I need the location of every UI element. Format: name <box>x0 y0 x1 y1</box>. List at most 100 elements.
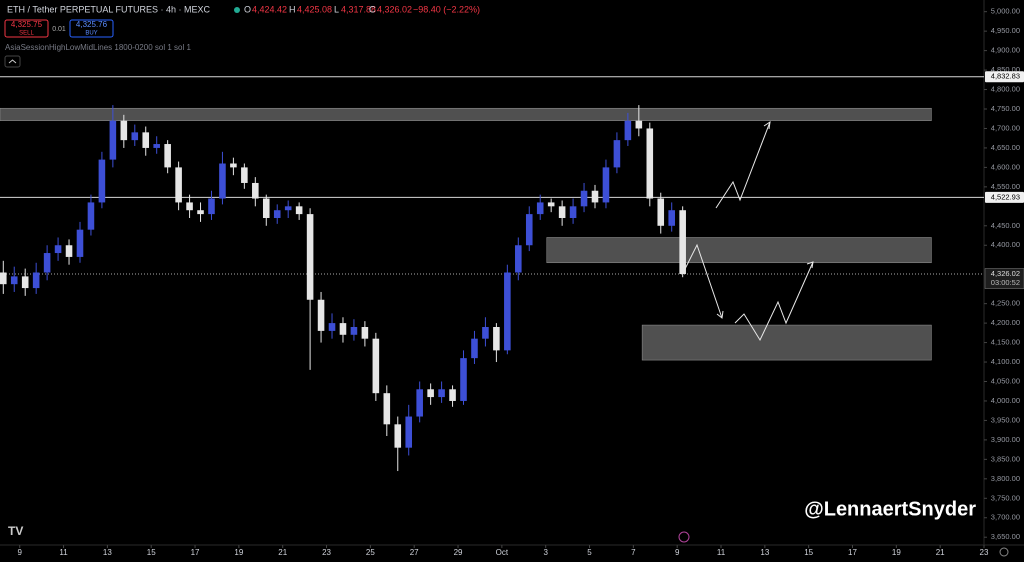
candle-body <box>591 190 599 203</box>
candle-body <box>109 120 117 160</box>
candle-body <box>427 389 434 398</box>
y-tick-label: 4,000.00 <box>991 396 1020 405</box>
candle-body <box>32 272 40 289</box>
zone <box>0 107 932 121</box>
x-tick-label: 17 <box>191 548 200 557</box>
candle-body <box>624 120 632 141</box>
candle-body <box>230 163 237 168</box>
collapse-button[interactable] <box>4 55 21 68</box>
candle-body <box>295 206 303 215</box>
candle-body <box>164 144 171 168</box>
x-tick-label: 5 <box>587 548 592 557</box>
candle-body <box>471 338 478 359</box>
y-tick-label: 3,900.00 <box>991 435 1020 444</box>
drawings <box>683 120 814 342</box>
candle-body <box>460 358 467 401</box>
y-tick-label: 4,250.00 <box>991 299 1020 308</box>
y-tick-label: 3,700.00 <box>991 513 1020 522</box>
candle-body <box>504 272 511 351</box>
candle-body <box>515 245 522 273</box>
candle-body <box>131 132 139 141</box>
candle-body <box>416 389 423 417</box>
y-tick-label: 4,750.00 <box>991 104 1020 113</box>
y-tick-label: 4,200.00 <box>991 318 1020 327</box>
y-tick-label: 4,900.00 <box>991 46 1020 55</box>
x-tick-label: 19 <box>234 548 243 557</box>
sell-button[interactable] <box>4 19 49 38</box>
candle-body <box>569 206 577 218</box>
x-tick-label: 15 <box>147 548 156 557</box>
y-tick-label: 4,550.00 <box>991 182 1020 191</box>
h-value: 4,425.08 <box>297 4 332 14</box>
current-price-label: 4,326.02 <box>991 269 1020 278</box>
arrow-head <box>806 261 814 269</box>
y-tick-label: 3,800.00 <box>991 474 1020 483</box>
indicator-label: AsiaSessionHighLowMidLines 1800-0200 sol… <box>5 43 191 52</box>
candle-body <box>54 245 62 254</box>
status-dot <box>234 7 240 13</box>
candle-body <box>679 210 686 275</box>
y-tick-label: 3,850.00 <box>991 454 1020 463</box>
x-tick-label: 11 <box>717 548 726 557</box>
logo: TV <box>8 524 23 538</box>
plot-area: 5,000.00 4,950.00 4,900.00 4,850.00 4,800.00… <box>0 7 1024 557</box>
candle-body <box>372 338 380 394</box>
c-label: C <box>369 4 376 14</box>
y-tick-label: 4,700.00 <box>991 123 1020 132</box>
candle-body <box>208 198 215 215</box>
x-tick-label: 15 <box>804 548 813 557</box>
arrow-head <box>763 120 771 130</box>
level-label: 4,832.83 <box>991 72 1020 81</box>
candle-body <box>536 202 544 215</box>
candle-body <box>361 327 369 339</box>
replay-icon[interactable] <box>678 531 690 543</box>
x-tick-label: 23 <box>980 548 989 557</box>
y-tick-label: 4,600.00 <box>991 162 1020 171</box>
sell-price[interactable]: 4,325.75 <box>11 20 43 29</box>
y-tick-label: 4,450.00 <box>991 221 1020 230</box>
buy-label[interactable]: BUY <box>85 31 97 37</box>
x-tick-label: 25 <box>366 548 375 557</box>
settings-icon[interactable] <box>999 547 1009 557</box>
y-tick-label: 4,100.00 <box>991 357 1020 366</box>
candle-body <box>284 206 292 211</box>
o-label: O <box>244 4 251 14</box>
candle-body <box>273 210 281 218</box>
x-tick-label: 23 <box>322 548 331 557</box>
change: −98.40 (−2.22%) <box>413 4 480 14</box>
candle-body <box>241 167 248 183</box>
candle-body <box>142 132 150 148</box>
x-tick-label: 27 <box>410 548 419 557</box>
candle-body <box>328 323 336 331</box>
projection-up <box>715 121 771 209</box>
projection-bounce <box>734 261 814 342</box>
y-tick-label: 4,950.00 <box>991 26 1020 35</box>
arrow-head <box>716 310 724 319</box>
sell-label[interactable]: SELL <box>19 31 34 37</box>
candle-body <box>438 389 445 398</box>
candle-body <box>186 202 193 211</box>
buy-button[interactable] <box>69 19 114 38</box>
candle-body <box>262 198 270 218</box>
y-tick-label: 3,750.00 <box>991 493 1020 502</box>
candle-body <box>493 327 500 351</box>
symbol-title: ETH / Tether PERPETUAL FUTURES · 4h · ME… <box>7 4 211 14</box>
x-tick-label: 21 <box>278 548 287 557</box>
candle-body <box>449 389 456 401</box>
candle-body <box>350 327 358 335</box>
candle-body <box>657 198 665 226</box>
candle-body <box>10 276 18 285</box>
l-label: L <box>334 4 339 14</box>
zone <box>546 237 932 264</box>
candle-body <box>252 182 259 199</box>
level-label: 4,522.93 <box>991 192 1020 201</box>
l-value: 4,317.88 <box>341 4 376 14</box>
y-tick-label: 4,850.00 <box>991 65 1020 74</box>
candle-body <box>175 167 182 203</box>
o-value: 4,424.42 <box>252 4 287 14</box>
projection-down <box>683 243 723 319</box>
candle-body <box>87 202 95 230</box>
x-tick-label: 3 <box>543 548 548 557</box>
ohlc: O 4,424.42 H 4,425.08 L 4,317.88 C 4,326… <box>244 4 480 14</box>
buy-price[interactable]: 4,325.76 <box>76 20 108 29</box>
